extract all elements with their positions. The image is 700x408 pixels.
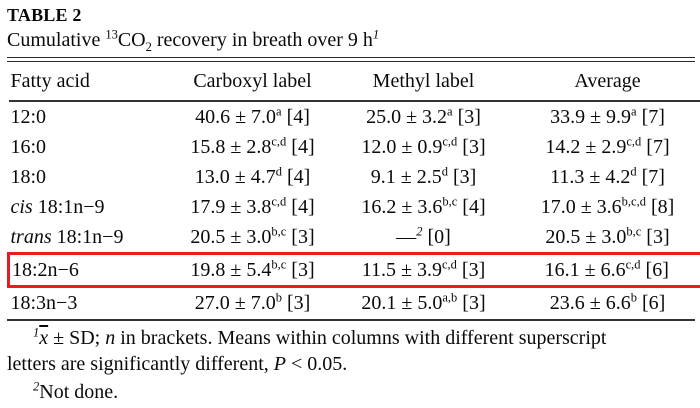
col-header-methyl-label: Methyl label	[338, 62, 509, 102]
col-header-average: Average	[508, 62, 700, 102]
col-header-carboxyl-label: Carboxyl label	[166, 62, 339, 102]
footnote-1: 1x ± SD; n in brackets. Means within col…	[7, 325, 607, 375]
methyl-cell-not-done: —2 [0]	[396, 223, 451, 248]
average-cell: 17.0 ± 3.6b,c,d [8]	[540, 193, 675, 218]
table-row: 18:0 13.0 ± 4.7d [4] 9.1 ± 2.5d [3] 11.3…	[9, 162, 700, 192]
carboxyl-cell: 20.5 ± 3.0b,c [3]	[190, 223, 315, 248]
footnote-2: 2Not done.	[33, 379, 119, 403]
fatty-acid-cell: 16:0	[10, 135, 47, 158]
p-symbol: P	[273, 353, 286, 375]
caption-text-2: recovery in breath over 9 h	[151, 29, 373, 51]
fatty-acid-cell: trans 18:1n−9	[10, 225, 124, 248]
data-table: Fatty acid Carboxyl label Methyl label A…	[7, 62, 700, 318]
footnote-ref-2: 2	[416, 223, 423, 238]
table-caption: Cumulative 13CO2 recovery in breath over…	[7, 27, 695, 54]
average-cell: 23.6 ± 6.6b [6]	[549, 289, 666, 314]
caption-text: Cumulative	[7, 29, 106, 51]
mean-symbol: x	[39, 327, 49, 349]
table-row: cis 18:1n−9 17.9 ± 3.8c,d [4] 16.2 ± 3.6…	[9, 192, 700, 222]
carboxyl-cell: 15.8 ± 2.8c,d [4]	[190, 133, 315, 158]
methyl-cell: 9.1 ± 2.5d [3]	[370, 163, 477, 188]
fatty-acid-cell: 18:2n−6	[7, 252, 167, 288]
isotope-superscript: 13	[105, 27, 118, 42]
footnote-ref-1: 1	[372, 27, 380, 42]
carboxyl-cell: 27.0 ± 7.0b [3]	[194, 289, 311, 314]
table-top-rule	[7, 57, 695, 62]
average-cell: 11.3 ± 4.2d [7]	[550, 163, 665, 188]
fatty-acid-cell: 18:0	[10, 165, 47, 188]
methyl-cell: 16.2 ± 3.6b,c [4]	[361, 193, 486, 218]
table-row: 18:3n−3 27.0 ± 7.0b [3] 20.1 ± 5.0a,b [3…	[9, 287, 700, 319]
footnote-2-marker: 2	[33, 379, 40, 394]
average-cell: 20.5 ± 3.0b,c [3]	[545, 223, 670, 248]
methyl-cell: 25.0 ± 3.2a [3]	[366, 103, 481, 128]
n-symbol: n	[105, 327, 116, 349]
caption-molecule: CO	[117, 29, 146, 51]
col-header-fatty-acid: Fatty acid	[8, 62, 167, 102]
table-bottom-rule	[7, 319, 695, 321]
molecule-subscript: 2	[145, 40, 152, 54]
carboxyl-cell: 13.0 ± 4.7d [4]	[194, 163, 311, 188]
fatty-acid-cell: 18:3n−3	[10, 291, 78, 314]
carboxyl-cell: 40.6 ± 7.0a [4]	[195, 103, 310, 128]
table-row: 16:0 15.8 ± 2.8c,d [4] 12.0 ± 0.9c,d [3]…	[9, 132, 700, 162]
average-cell: 33.9 ± 9.9a [7]	[550, 103, 665, 128]
table-title: TABLE 2	[7, 5, 82, 25]
carboxyl-cell: 19.8 ± 5.4b,c [3]	[166, 252, 339, 288]
table-row-highlighted: 18:2n−6 19.8 ± 5.4b,c [3] 11.5 ± 3.9c,d …	[7, 252, 700, 288]
average-cell: 14.2 ± 2.9c,d [7]	[545, 133, 670, 158]
table-row: trans 18:1n−9 20.5 ± 3.0b,c [3] —2 [0] 2…	[9, 222, 700, 254]
methyl-cell: 20.1 ± 5.0a,b [3]	[361, 289, 486, 314]
carboxyl-cell: 17.9 ± 3.8c,d [4]	[190, 193, 315, 218]
table-row: 12:0 40.6 ± 7.0a [4] 25.0 ± 3.2a [3] 33.…	[9, 101, 700, 132]
average-cell: 16.1 ± 6.6c,d [6]	[508, 252, 700, 288]
fatty-acid-cell: 12:0	[10, 105, 47, 128]
footnote-1-marker: 1	[33, 325, 40, 340]
methyl-cell: 11.5 ± 3.9c,d [3]	[338, 252, 509, 288]
header-row: Fatty acid Carboxyl label Methyl label A…	[8, 62, 700, 102]
methyl-cell: 12.0 ± 0.9c,d [3]	[361, 133, 486, 158]
fatty-acid-cell: cis 18:1n−9	[10, 195, 105, 218]
